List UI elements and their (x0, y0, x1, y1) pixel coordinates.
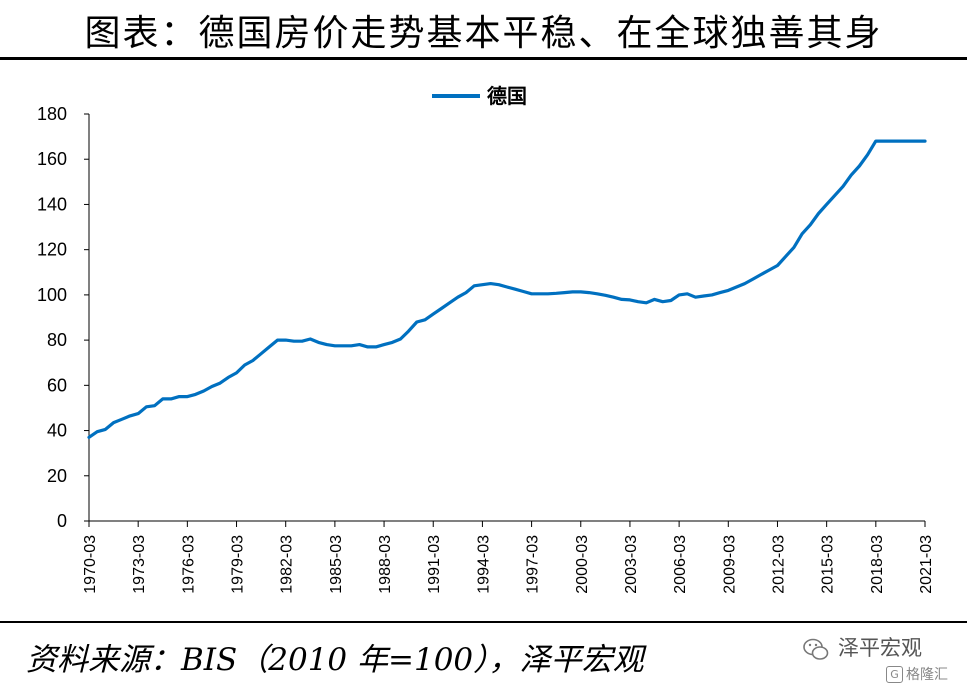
axes: 0 20 40 60 80 100 120 140 160 180 1970-03 1973-03 19… (37, 104, 935, 594)
x-tick-label: 1985-03 (328, 535, 345, 594)
legend: 德国 (432, 84, 527, 108)
title-divider (0, 57, 967, 60)
x-tick-label: 1970-03 (82, 535, 99, 594)
x-tick-label: 1988-03 (377, 535, 394, 594)
x-tick-label: 1982-03 (279, 535, 296, 594)
watermark-logo-text: 格隆汇 (906, 667, 948, 683)
y-tick-label: 120 (37, 240, 67, 260)
x-tick-label: 1979-03 (230, 535, 247, 594)
legend-label: 德国 (487, 84, 527, 108)
source-note: 资料来源：BIS（2010 年=100），泽平宏观 (26, 642, 644, 678)
x-tick-label: 2015-03 (820, 535, 837, 594)
y-tick-label: 180 (37, 104, 67, 124)
y-tick-label: 20 (47, 466, 67, 486)
y-tick-label: 160 (37, 149, 67, 169)
x-tick-label: 2021-03 (918, 535, 935, 594)
x-tick-label: 2003-03 (623, 535, 640, 594)
wechat-icon (803, 638, 829, 660)
line-chart: 德国 0 20 40 60 80 100 120 140 160 180 1970-03 1973-0… (37, 84, 935, 594)
watermark-name: 泽平宏观 (838, 636, 922, 660)
x-tick-label: 2000-03 (574, 535, 591, 594)
chart-title: 图表：德国房价走势基本平稳、在全球独善其身 (84, 13, 883, 54)
x-tick-label: 1976-03 (180, 535, 197, 594)
y-tick-label: 100 (37, 285, 67, 305)
x-tick-label: 1994-03 (475, 535, 492, 594)
y-tick-label: 80 (47, 330, 67, 350)
x-tick-label: 1991-03 (426, 535, 443, 594)
x-tick-label: 1973-03 (131, 535, 148, 594)
x-tick-label: 2012-03 (770, 535, 787, 594)
y-tick-label: 40 (47, 421, 67, 441)
gelonghui-icon: G (886, 665, 903, 683)
watermark-logo: G 格隆汇 (886, 664, 948, 684)
x-tick-label: 2006-03 (672, 535, 689, 594)
watermark: 泽平宏观 G 格隆汇 (800, 628, 960, 686)
source-divider (0, 621, 967, 623)
x-tick-label: 2018-03 (869, 535, 886, 594)
x-tick-label: 1997-03 (525, 535, 542, 594)
y-tick-label: 0 (57, 511, 67, 531)
plot-area (87, 139, 927, 439)
y-tick-label: 140 (37, 194, 67, 214)
series-line-germany (87, 139, 927, 439)
x-tick-label: 2009-03 (721, 535, 738, 594)
y-tick-label: 60 (47, 375, 67, 395)
